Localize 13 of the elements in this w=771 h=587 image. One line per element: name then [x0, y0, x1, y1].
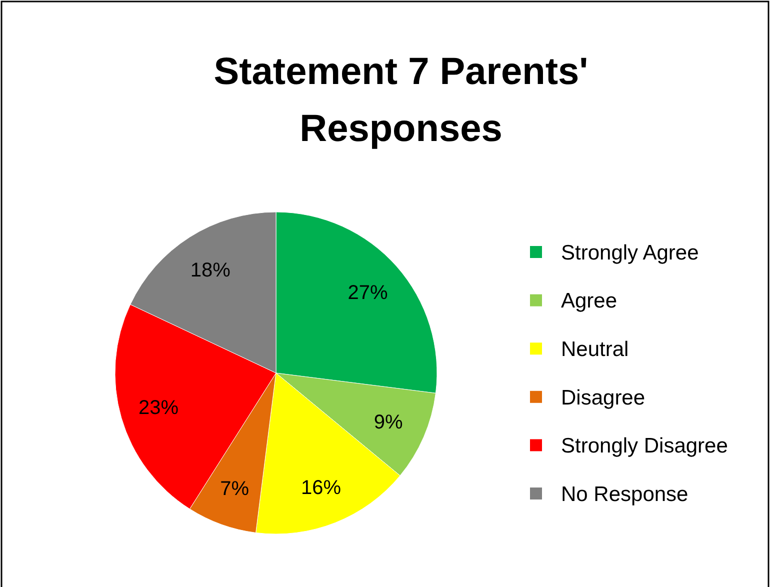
data-label: 18%	[190, 260, 231, 282]
data-label: 27%	[348, 282, 388, 304]
legend-label: Strongly Disagree	[561, 434, 728, 458]
legend-label: Agree	[561, 290, 618, 313]
data-label: 7%	[220, 478, 250, 500]
legend-label: Strongly Agree	[561, 241, 699, 264]
data-label: 16%	[301, 476, 342, 499]
data-label: 9%	[374, 412, 403, 434]
chart-title: Statement 7 Parents' Responses	[214, 51, 588, 150]
legend-label: Disagree	[561, 386, 646, 410]
data-label: 23%	[138, 397, 179, 420]
legend-label: No Response	[561, 482, 688, 506]
legend-label: Neutral	[561, 338, 629, 361]
